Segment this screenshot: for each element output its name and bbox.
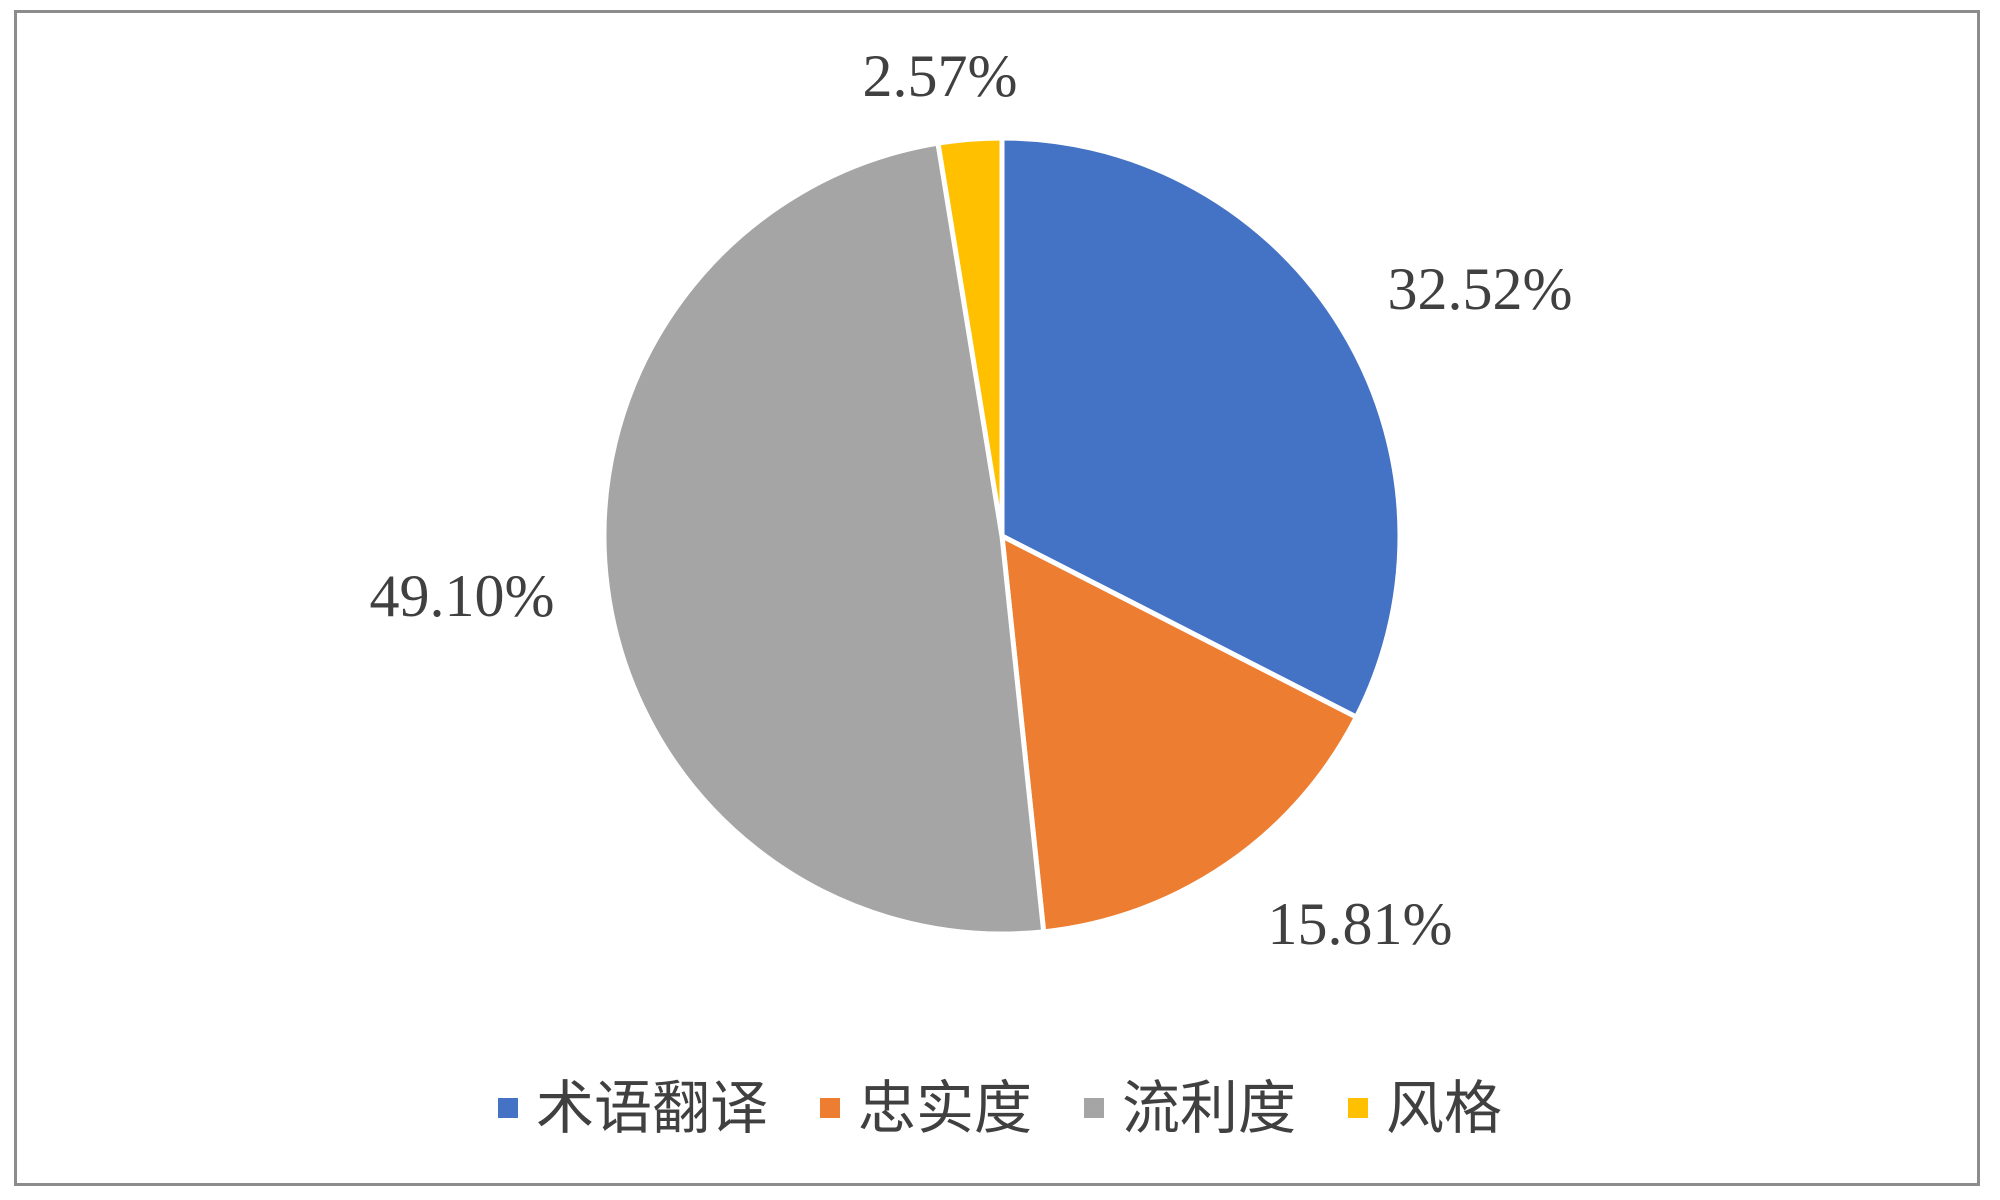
pie-slice-style [935,135,1005,539]
legend: 术语翻译 忠实度 流利度 风格 [0,1068,2000,1148]
legend-label-style: 风格 [1386,1074,1503,1142]
data-labels: 32.52% 15.81% 49.10% 2.57% [370,43,1573,957]
legend-item-style: 风格 [1348,1079,1502,1137]
legend-item-terminology: 术语翻译 [497,1074,768,1142]
legend-label-fluency: 流利度 [1122,1074,1297,1142]
data-label-fluency: 49.10% [370,563,555,629]
pie-slices [601,135,1403,937]
data-label-terminology: 32.52% [1388,256,1573,322]
pie-slice-faithfulness [999,533,1359,935]
data-label-faithfulness: 15.81% [1268,891,1453,957]
legend-item-faithfulness: 忠实度 [819,1074,1032,1142]
legend-swatch-terminology [497,1098,518,1118]
legend-swatch-faithfulness [819,1098,840,1118]
data-label-style: 2.57% [863,43,1018,109]
pie-slice-fluency [601,140,1047,937]
legend-label-terminology: 术语翻译 [535,1074,768,1142]
legend-label-faithfulness: 忠实度 [857,1074,1032,1142]
legend-swatch-fluency [1084,1098,1104,1118]
legend-item-fluency: 流利度 [1084,1079,1296,1137]
legend-swatch-style [1348,1098,1369,1118]
pie-slice-terminology [999,135,1403,720]
